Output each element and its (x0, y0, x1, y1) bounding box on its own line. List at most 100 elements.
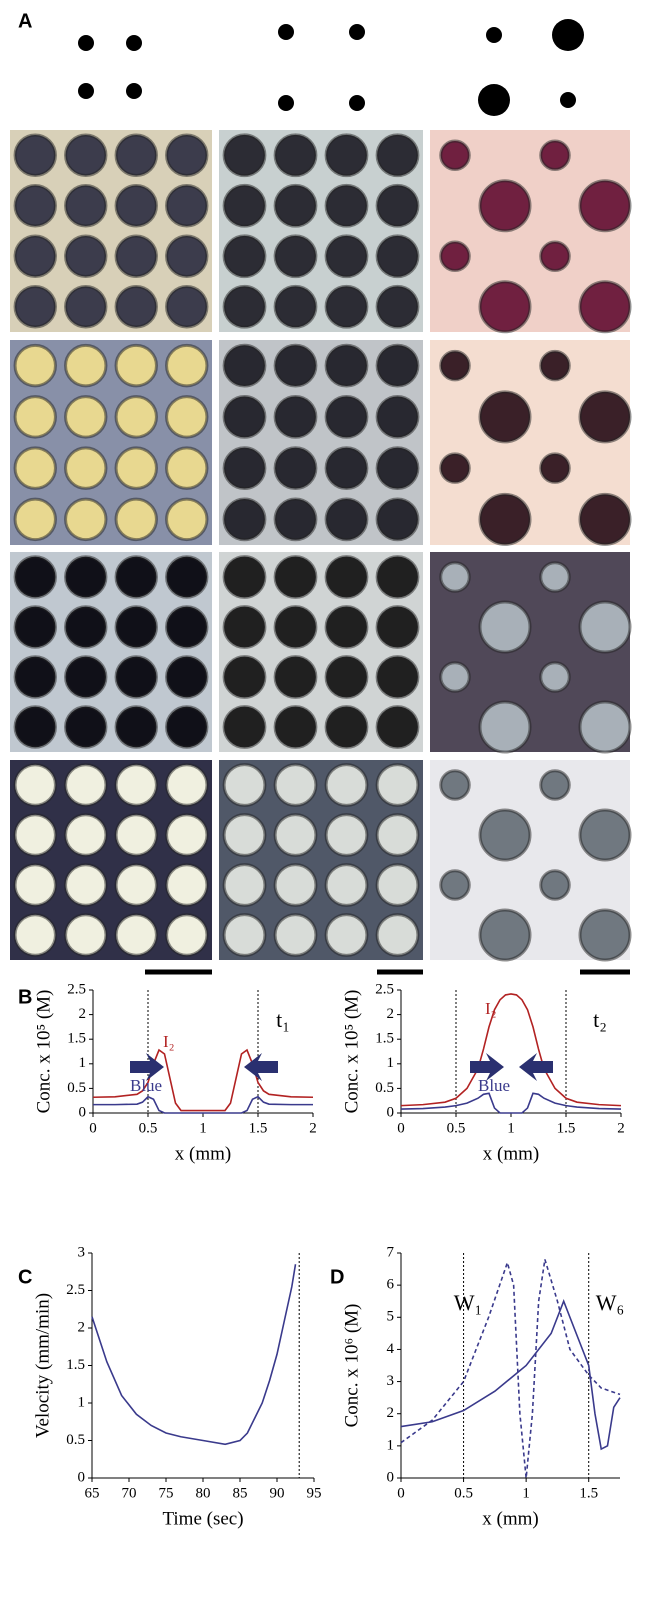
photo-spot (167, 499, 207, 539)
x-tick-label: 1 (507, 1120, 515, 1136)
photo-spot (116, 557, 156, 597)
photo-spot (377, 286, 418, 327)
photo-spot (116, 186, 156, 226)
y-tick-label: 2 (78, 1319, 86, 1335)
photo-spot (326, 185, 367, 226)
panel-label: A (18, 10, 32, 32)
photo-spot (66, 287, 106, 327)
y-tick-label: 0.5 (67, 1080, 86, 1096)
photo-spot (167, 915, 207, 955)
photo-spot (224, 135, 265, 176)
photo-spot (116, 607, 156, 647)
photo-spot (275, 865, 316, 906)
photo-spot (441, 454, 470, 483)
photo-spot (480, 910, 530, 960)
photo-spot (441, 663, 470, 692)
photo-spot (224, 657, 265, 698)
photo-spot (15, 765, 55, 805)
photo-spot (66, 765, 106, 805)
x-tick-label: 0.5 (454, 1485, 473, 1501)
x-axis-label: x (mm) (483, 1143, 539, 1164)
annotation: t₂ (593, 1007, 607, 1032)
x-axis-label: x (mm) (482, 1508, 538, 1529)
photo-spot (116, 448, 156, 488)
photo-spot (167, 236, 207, 276)
photo-spot (377, 135, 418, 176)
photo-spot (326, 236, 367, 277)
photo-spot (275, 765, 316, 806)
x-tick-label: 65 (85, 1485, 100, 1501)
photo-spot (167, 865, 207, 905)
y-tick-label: 6 (387, 1277, 395, 1293)
photo-spot (116, 657, 156, 697)
photo-spot (116, 815, 156, 855)
photo-spot (480, 702, 530, 752)
x-tick-label: 1 (199, 1120, 207, 1136)
y-tick-label: 2.5 (67, 981, 86, 997)
photo-spot (377, 236, 418, 277)
photo-spot (224, 345, 265, 386)
y-axis-label: Velocity (mm/min) (32, 1293, 53, 1438)
photo-spot (480, 392, 530, 442)
y-axis-label: Conc. x 10⁶ (M) (341, 1304, 362, 1428)
photo-spot (275, 185, 316, 226)
photo-spot (66, 135, 106, 175)
photo-spot (66, 707, 106, 747)
photo-spot (224, 865, 265, 906)
photo-spot (441, 563, 470, 592)
photo-spot (224, 915, 265, 956)
photo-spot (116, 865, 156, 905)
photo-spot (15, 397, 55, 437)
photo-spot (167, 657, 207, 697)
photo-spot (580, 702, 630, 752)
photo-spot (66, 607, 106, 647)
photo-spot (116, 345, 156, 385)
photo-spot (167, 765, 207, 805)
x-tick-label: 85 (233, 1485, 248, 1501)
photo-spot (326, 286, 367, 327)
photo-spot (167, 448, 207, 488)
y-tick-label: 1 (387, 1437, 395, 1453)
series-line (92, 1264, 296, 1444)
photo-spot (275, 236, 316, 277)
x-tick-label: 0 (89, 1120, 97, 1136)
y-tick-label: 0.5 (375, 1080, 394, 1096)
photo-spot (441, 771, 470, 800)
photo-spot (224, 448, 265, 489)
photo-spot (275, 345, 316, 386)
y-tick-label: 1 (387, 1055, 395, 1071)
y-axis-label: Conc. x 10⁵ (M) (341, 990, 362, 1114)
photo-spot (15, 345, 55, 385)
photo-spot (167, 557, 207, 597)
photo-spot (66, 557, 106, 597)
photo-spot (326, 765, 367, 806)
annotation: W₆ (596, 1290, 624, 1315)
photo-spot (480, 181, 530, 231)
figure: A B C D 00.511.522.500.511.52x (mm)Conc.… (0, 0, 647, 1610)
photo-spot (15, 657, 55, 697)
photo-spot (167, 397, 207, 437)
photo-spot (326, 865, 367, 906)
photo-spot (15, 607, 55, 647)
photo-spot (275, 707, 316, 748)
x-tick-label: 0.5 (447, 1120, 466, 1136)
series-label: Blue (130, 1076, 162, 1095)
photo-spot (224, 815, 265, 856)
photo-spot (480, 602, 530, 652)
photo-spot (541, 141, 570, 170)
photo-spot (326, 345, 367, 386)
photo-spot (15, 915, 55, 955)
photo-spot (541, 871, 570, 900)
photo-spot (580, 602, 630, 652)
photo-spot (15, 707, 55, 747)
y-tick-label: 1.5 (66, 1357, 85, 1373)
series-line (401, 1259, 620, 1478)
y-tick-label: 2.5 (375, 981, 394, 997)
photo-spot (326, 396, 367, 437)
photo-spot (580, 282, 630, 332)
photo-spot (116, 707, 156, 747)
panel-label: C (18, 1266, 32, 1288)
x-tick-label: 0 (397, 1120, 405, 1136)
photo-spot (275, 499, 316, 540)
photo-spot (66, 448, 106, 488)
